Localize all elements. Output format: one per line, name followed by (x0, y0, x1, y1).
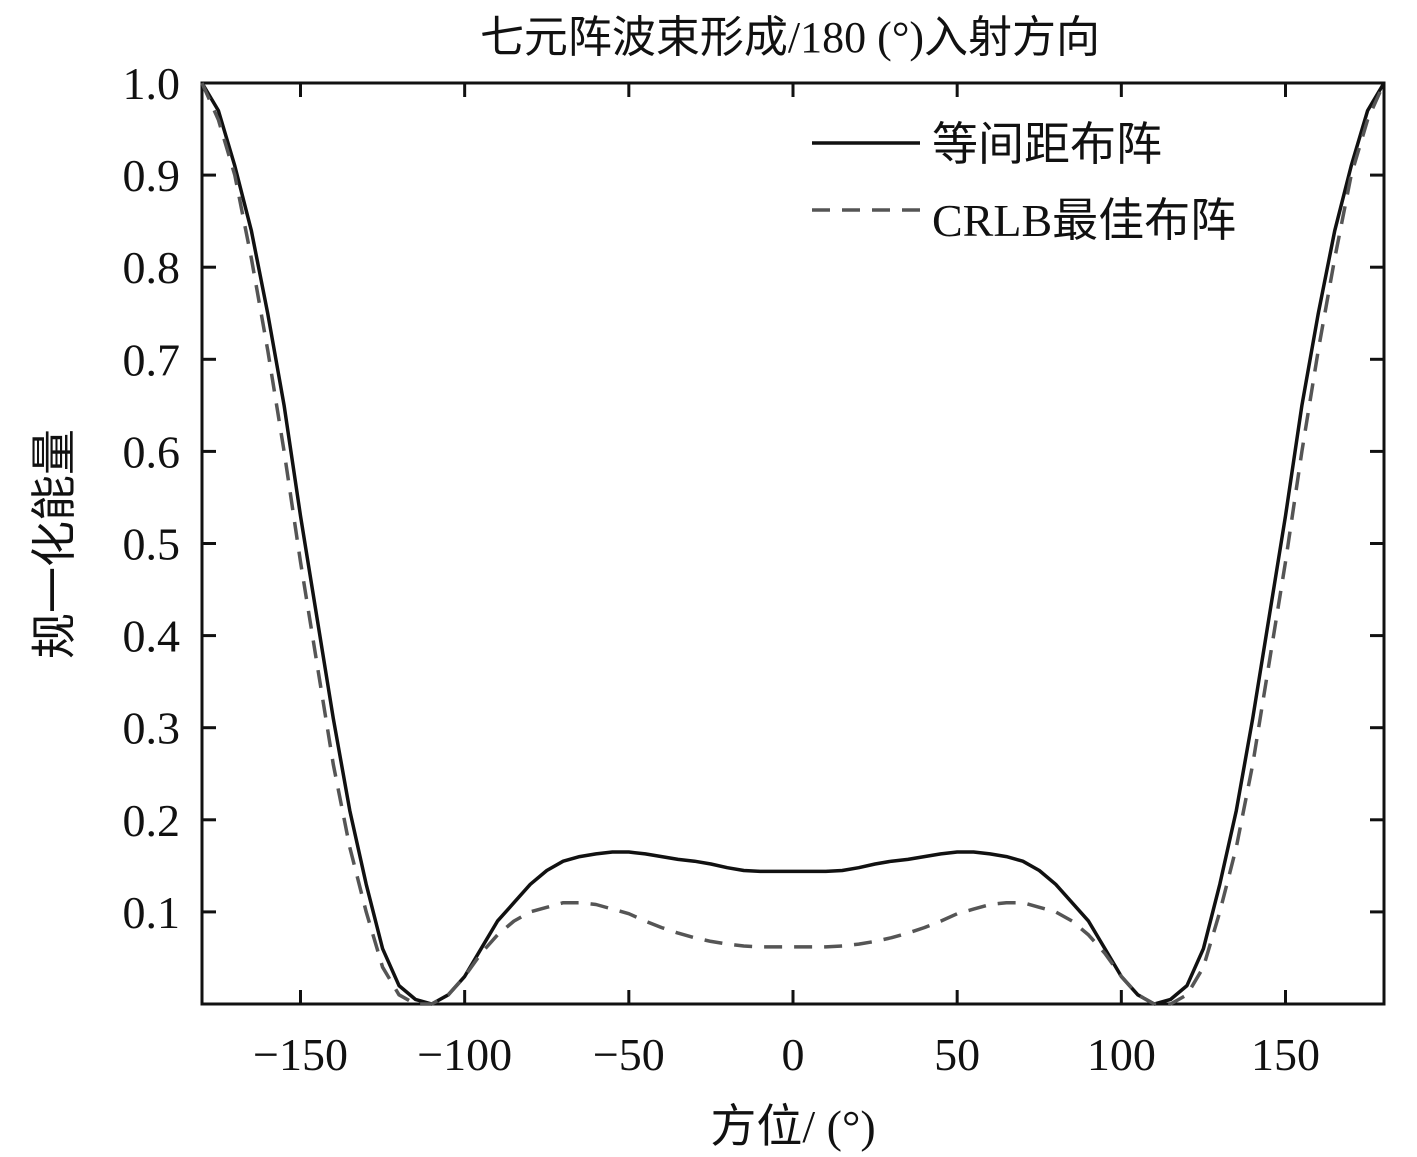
x-tick-label: 100 (1087, 1029, 1156, 1080)
y-tick-label: 0.2 (123, 795, 181, 846)
y-tick-label: 1.0 (123, 58, 181, 109)
x-tick-label: 50 (934, 1029, 980, 1080)
series-line-equal-spacing (200, 82, 1386, 1006)
legend-label-crlb: CRLB最佳布阵 (932, 195, 1236, 246)
legend: 等间距布阵 CRLB最佳布阵 (812, 119, 1236, 246)
y-tick-label: 0.4 (123, 611, 181, 662)
series-layer (200, 82, 1386, 1006)
x-tick-label: −150 (253, 1029, 348, 1080)
y-tick-label: 0.6 (123, 426, 181, 477)
series-line-crlb (200, 82, 1386, 1006)
x-tick-label: −100 (417, 1029, 512, 1080)
y-tick-label: 0.8 (123, 242, 181, 293)
y-tick-label: 0.3 (123, 703, 181, 754)
x-axis: −150 −100 −50 0 50 100 150 (253, 83, 1320, 1080)
y-tick-label: 0.7 (123, 334, 181, 385)
x-axis-label: 方位/ (°) (710, 1101, 875, 1152)
legend-label-equal-spacing: 等间距布阵 (932, 119, 1162, 170)
x-tick-label: −50 (593, 1029, 665, 1080)
y-tick-label: 0.1 (123, 887, 181, 938)
y-axis-label: 规一化能量 (29, 429, 80, 659)
x-tick-label: 0 (782, 1029, 805, 1080)
y-tick-label: 0.5 (123, 519, 181, 570)
y-tick-label: 0.9 (123, 150, 181, 201)
x-tick-label: 150 (1251, 1029, 1320, 1080)
chart-title: 七元阵波束形成/180 (°)入射方向 (480, 13, 1100, 62)
y-axis: 0.1 0.2 0.3 0.4 0.5 0.6 0.7 0.8 0.9 1.0 (123, 58, 1384, 938)
